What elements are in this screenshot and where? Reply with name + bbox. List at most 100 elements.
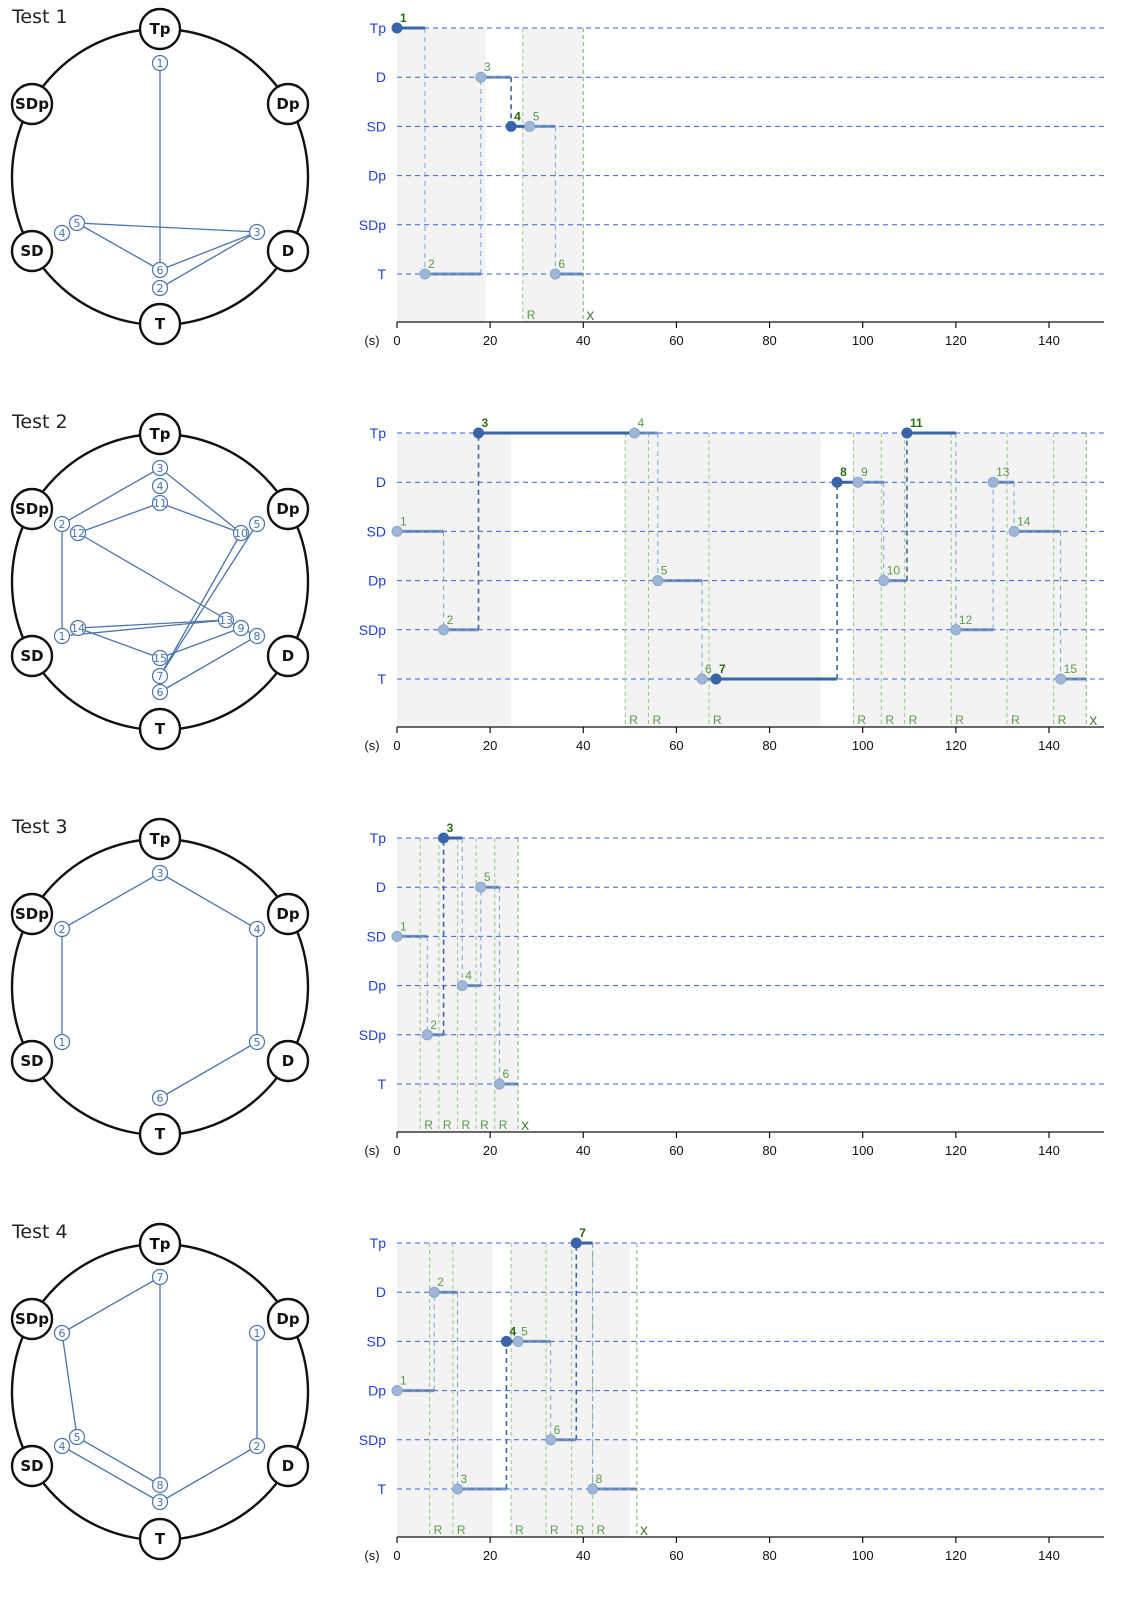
row-label: SD bbox=[367, 523, 386, 539]
event-number: 11 bbox=[153, 497, 167, 510]
event-number: 5 bbox=[74, 217, 81, 230]
event-dot bbox=[456, 980, 468, 992]
shaded-region bbox=[397, 433, 512, 727]
event-marker bbox=[53, 515, 71, 533]
event-marker bbox=[151, 667, 169, 685]
repeat-label: R bbox=[434, 1523, 443, 1537]
event-label: 7 bbox=[719, 662, 726, 676]
x-tick-label: 120 bbox=[945, 1143, 967, 1158]
event-label: 15 bbox=[1064, 662, 1078, 676]
transition-edge bbox=[159, 502, 242, 534]
x-tick-label: 80 bbox=[762, 333, 776, 348]
row-label: T bbox=[377, 1481, 386, 1497]
node-circle-sd bbox=[10, 634, 54, 678]
event-label: 6 bbox=[558, 257, 565, 271]
event-number: 6 bbox=[157, 1092, 164, 1105]
node-circle-d bbox=[266, 634, 310, 678]
event-label: 2 bbox=[447, 613, 454, 627]
node-circle-dp bbox=[266, 487, 310, 531]
panel-svg: 123456789101112131415TpDpDTSDSDpTpDSDDpS… bbox=[10, 412, 1104, 753]
node-label: SDp bbox=[15, 95, 49, 113]
event-dot bbox=[512, 1335, 524, 1347]
repeat-label: R bbox=[713, 713, 722, 727]
node-label: SD bbox=[20, 647, 43, 665]
event-number: 6 bbox=[59, 1327, 66, 1340]
node-circle-t bbox=[138, 1517, 182, 1561]
event-marker bbox=[69, 619, 87, 637]
row-label: T bbox=[377, 671, 386, 687]
event-label: 4 bbox=[514, 109, 521, 123]
node-label: Tp bbox=[150, 20, 171, 38]
event-marker bbox=[69, 524, 87, 542]
event-number: 15 bbox=[153, 652, 167, 665]
repeat-label: R bbox=[576, 1523, 585, 1537]
node-label: SDp bbox=[15, 905, 49, 923]
event-label: 5 bbox=[661, 564, 668, 578]
test-panel: Test 4 1 2 3 4 5 6 7 8 Tp Dp D T SD SDp Tp D SD Dp SDp T (s) 0… bbox=[0, 1215, 1124, 1615]
event-marker bbox=[53, 1324, 71, 1342]
node-circle-tp bbox=[138, 7, 182, 51]
node-label: D bbox=[282, 647, 294, 665]
node-label: T bbox=[155, 315, 166, 333]
x-tick-label: 80 bbox=[762, 1143, 776, 1158]
transition-edge bbox=[61, 872, 161, 930]
repeat-label: R bbox=[885, 713, 894, 727]
node-circle-tp bbox=[138, 817, 182, 861]
x-tick-label: 60 bbox=[669, 333, 683, 348]
node-circle-sdp bbox=[10, 487, 54, 531]
event-marker bbox=[68, 214, 86, 232]
event-number: 8 bbox=[254, 630, 261, 643]
node-circle-sdp bbox=[10, 892, 54, 936]
event-number: 6 bbox=[157, 264, 164, 277]
node-circle-dp bbox=[266, 82, 310, 126]
event-dot bbox=[710, 673, 722, 685]
x-tick-label: 0 bbox=[393, 738, 400, 753]
x-tick-label: 40 bbox=[576, 738, 590, 753]
event-dot bbox=[950, 624, 962, 636]
event-marker bbox=[248, 223, 266, 241]
event-marker bbox=[53, 1033, 71, 1051]
event-marker bbox=[151, 683, 169, 701]
row-label: SD bbox=[367, 928, 386, 944]
transition-edge bbox=[159, 872, 258, 930]
event-number: 1 bbox=[59, 630, 66, 643]
x-tick-label: 100 bbox=[852, 1143, 874, 1158]
event-marker bbox=[151, 279, 169, 297]
event-marker bbox=[151, 54, 169, 72]
panel-title: Test 3 bbox=[12, 816, 68, 838]
row-label: SDp bbox=[359, 622, 386, 638]
event-number: 4 bbox=[59, 1440, 66, 1453]
event-label: 13 bbox=[996, 465, 1010, 479]
row-label: D bbox=[376, 69, 386, 85]
circle-diagram: 1 2 3 4 5 6 Tp Dp D T SD SDp bbox=[10, 817, 310, 1156]
event-number: 3 bbox=[157, 462, 164, 475]
repeat-label: R bbox=[515, 1523, 524, 1537]
event-marker bbox=[53, 920, 71, 938]
event-label: 3 bbox=[482, 416, 489, 430]
event-number: 13 bbox=[219, 614, 233, 627]
row-label: Dp bbox=[368, 573, 386, 589]
event-label: 4 bbox=[638, 416, 645, 430]
event-marker bbox=[68, 1428, 86, 1446]
event-number: 6 bbox=[157, 686, 164, 699]
event-dot bbox=[473, 427, 484, 439]
panel-title: Test 4 bbox=[12, 1221, 68, 1243]
event-marker bbox=[53, 627, 71, 645]
repeat-label: R bbox=[499, 1118, 508, 1132]
event-number: 3 bbox=[157, 867, 164, 880]
row-label: SD bbox=[367, 1333, 386, 1349]
event-marker bbox=[53, 1437, 71, 1455]
x-tick-label: 100 bbox=[852, 738, 874, 753]
event-dot bbox=[391, 930, 403, 942]
event-number: 1 bbox=[254, 1327, 261, 1340]
row-label: SDp bbox=[359, 217, 386, 233]
x-tick-label: 40 bbox=[576, 1143, 590, 1158]
node-label: D bbox=[282, 1457, 294, 1475]
repeat-label: R bbox=[597, 1523, 606, 1537]
transition-edge bbox=[61, 619, 227, 637]
x-tick-label: 140 bbox=[1038, 738, 1060, 753]
event-dot bbox=[475, 71, 487, 83]
node-circle-tp bbox=[138, 1222, 182, 1266]
